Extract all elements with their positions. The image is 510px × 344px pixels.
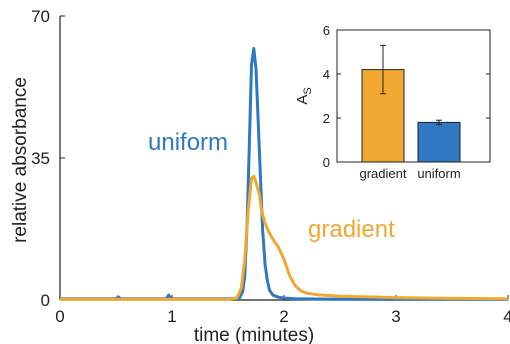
- series-line-uniform: [60, 47, 508, 301]
- category-label-gradient: gradient: [360, 166, 407, 181]
- y-tick-label: 0: [41, 291, 50, 310]
- inset-y-axis-title-sub: S: [302, 87, 314, 94]
- y-axis-title: relative absorbance: [10, 77, 31, 243]
- x-tick-label: 0: [55, 307, 64, 326]
- inset-y-axis-title: AS: [294, 87, 314, 104]
- inset-y-axis-title-main: A: [294, 95, 311, 105]
- bar-gradient: [361, 69, 405, 163]
- inset-y-tick-label: 2: [323, 111, 330, 126]
- category-label-uniform: uniform: [417, 166, 460, 181]
- series-label-uniform: uniform: [148, 129, 228, 156]
- bar-uniform: [417, 121, 461, 163]
- series-label-gradient: gradient: [308, 216, 395, 243]
- inset-y-tick-label: 6: [323, 23, 330, 38]
- y-tick-label: 70: [31, 7, 50, 26]
- x-tick-label: 3: [391, 307, 400, 326]
- main-plot: 0 1 2 3 4 0 35 70 time (minutes) relative absorba…: [10, 7, 510, 344]
- x-tick-label: 2: [279, 307, 288, 326]
- x-tick-label: 1: [167, 307, 176, 326]
- x-axis-title: time (minutes): [194, 325, 314, 344]
- inset-y-tick-label: 4: [323, 67, 330, 82]
- series-line-gradient: [60, 174, 509, 301]
- x-tick-label: 4: [503, 307, 510, 326]
- inset-y-tick-label: 0: [323, 155, 330, 170]
- y-tick-label: 35: [31, 149, 50, 168]
- inset-frame: [336, 29, 491, 163]
